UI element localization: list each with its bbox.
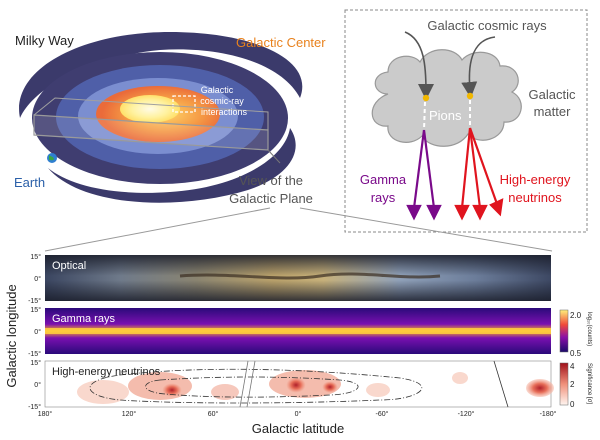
sky-map-panels: Optical Gamma rays 2.0 0.5 log₁₀(counts) [4, 253, 592, 436]
view-pointer-line [267, 149, 281, 164]
neutrino-colorbar-tick: 4 [570, 362, 575, 371]
interaction-label-line3: interactions [201, 107, 248, 117]
cosmic-rays-label: Galactic cosmic rays [427, 18, 547, 33]
galaxy-spiral-arm [48, 128, 296, 203]
x-tick: 180° [38, 410, 53, 418]
pion-production-inset: Galactic cosmic rays Pions Galactic matt… [344, 9, 588, 233]
y-tick: 15° [30, 359, 41, 367]
cosmic-ray-arrow-right [461, 36, 496, 98]
gamma-plane-band [45, 328, 551, 334]
gamma-label: Gamma rays [52, 313, 115, 325]
y-tick: 0° [34, 275, 41, 283]
galactic-matter-cloud [371, 49, 522, 147]
neutrino-arrows [454, 127, 504, 221]
interaction-point-left [422, 94, 430, 102]
galactic-matter-label-line2: matter [534, 104, 572, 119]
interaction-region-box [172, 95, 196, 113]
neutrino-label-line1: High-energy [500, 172, 571, 187]
optical-dust-lane [179, 272, 441, 280]
y-axis-label: Galactic longitude [4, 284, 19, 387]
x-tick: 60° [208, 410, 219, 418]
galactic-plane-edge [33, 97, 269, 130]
neutrino-colorbar [559, 362, 569, 406]
galactic-matter-label-line1: Galactic [529, 87, 576, 102]
y-axis-ticks: 15° 0° -15° 15° 0° -15° 15° 0° -15° [28, 253, 41, 411]
earth-land-icon [49, 155, 54, 161]
cosmic-ray-arrow-left [404, 31, 434, 100]
x-tick: -180° [540, 410, 557, 418]
interaction-label-line2: cosmic-ray [200, 96, 244, 106]
gamma-label-line1: Gamma [360, 172, 407, 187]
neutrino-label-line2: neutrinos [508, 190, 562, 205]
neutrino-region-boundary [239, 360, 249, 408]
projection-line-right [299, 207, 553, 252]
y-tick: 0° [34, 328, 41, 336]
neutrino-colorbar-label: Significance [σ] [586, 363, 592, 404]
pions-label: Pions [429, 108, 462, 123]
galactic-center-bulge [120, 95, 180, 123]
galaxy-illustration: Milky Way Galactic Center Galactic cosmi… [14, 32, 326, 206]
y-tick: -15° [28, 350, 41, 358]
x-tick: -120° [458, 410, 475, 418]
neutrino-region-boundary [493, 360, 509, 408]
x-axis-ticks: 180° 120° 60° 0° -60° -120° -180° [38, 410, 557, 418]
y-tick: 0° [34, 381, 41, 389]
interaction-label-line1: Galactic [201, 85, 234, 95]
optical-label: Optical [52, 260, 86, 272]
neutrino-template-contour-inner [145, 376, 359, 398]
view-label-line1: View of the [239, 173, 303, 188]
milky-way-title: Milky Way [15, 33, 74, 48]
earth-label: Earth [14, 175, 45, 190]
neutrino-colorbar-tick: 0 [570, 400, 575, 409]
projection-line-left [44, 207, 271, 252]
y-tick: -15° [28, 403, 41, 411]
interaction-point-right [466, 92, 474, 100]
neutrino-colorbar-tick: 2 [570, 380, 575, 389]
galaxy-spiral-arm [19, 32, 303, 118]
x-tick: 120° [122, 410, 137, 418]
gamma-colorbar-max: 2.0 [570, 311, 582, 320]
y-tick: -15° [28, 297, 41, 305]
galactic-center-label: Galactic Center [236, 35, 326, 50]
x-tick: -60° [376, 410, 389, 418]
view-label-line2: Galactic Plane [229, 191, 313, 206]
gamma-colorbar [559, 309, 569, 353]
y-tick: 15° [30, 306, 41, 314]
gamma-label-line2: rays [371, 190, 396, 205]
gamma-ray-arrows [406, 129, 442, 221]
neutrino-label: High-energy neutrinos [52, 366, 161, 378]
y-tick: 15° [30, 253, 41, 261]
x-tick: 0° [295, 410, 302, 418]
neutrino-region-boundary [246, 360, 256, 408]
neutrino-template-contour [89, 368, 423, 404]
pion-track-left [423, 101, 426, 131]
gamma-colorbar-min: 0.5 [570, 349, 582, 358]
x-axis-label: Galactic latitude [252, 421, 345, 436]
gamma-colorbar-label: log₁₀(counts) [586, 312, 592, 346]
